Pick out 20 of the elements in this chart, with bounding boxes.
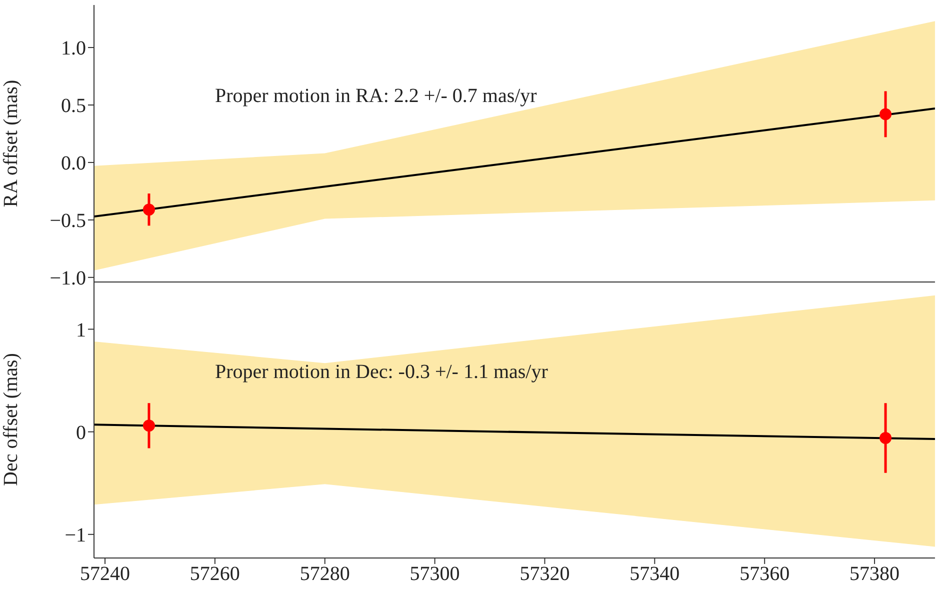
y-tick-label: 0 [76, 422, 86, 444]
y-tick-label: 1 [76, 319, 86, 342]
annotation: Proper motion in Dec: -0.3 +/- 1.1 mas/yr [215, 361, 548, 384]
x-tick-label: 57360 [740, 563, 790, 586]
annotation: Proper motion in RA: 2.2 +/- 0.7 mas/yr [215, 85, 537, 108]
x-tick-label: 57260 [190, 563, 240, 586]
y-tick-label: −1.0 [50, 268, 86, 290]
x-tick-label: 57240 [80, 563, 130, 586]
y-tick-label: 0.0 [61, 152, 86, 175]
y-axis-title: RA offset (mas) [0, 80, 22, 208]
x-tick-label: 57280 [300, 563, 350, 586]
y-tick-label: 1.0 [61, 38, 86, 60]
y-tick-label: −1 [64, 524, 86, 547]
y-axis-title: Dec offset (mas) [0, 353, 22, 486]
x-tick-label: 57380 [850, 563, 900, 586]
y-tick-label: 0.5 [61, 95, 86, 118]
y-tick-label: −0.5 [50, 210, 86, 232]
x-tick-label: 57300 [410, 563, 460, 586]
x-tick-label: 57340 [630, 563, 680, 586]
x-tick-label: 57320 [520, 563, 570, 586]
